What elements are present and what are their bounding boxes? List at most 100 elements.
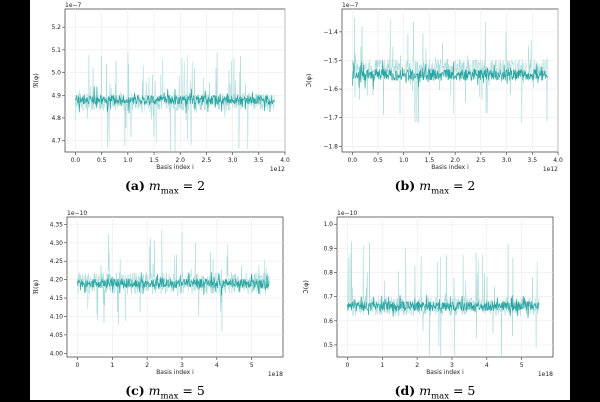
plot-c-ytick-label: 4.10 — [50, 313, 64, 320]
plot-d-ytick-label: 0.9 — [323, 245, 333, 252]
plot-a-ylabel: ℜ(φ) — [32, 73, 40, 88]
caption-b-var: m — [419, 178, 432, 193]
plot-d-ytick-label: 0.6 — [323, 318, 333, 325]
plot-b-xtick-label: 1.0 — [399, 157, 409, 164]
plot-d-y-offset: 1e−10 — [337, 210, 357, 217]
plot-b-xtick-label: 2.5 — [476, 157, 486, 164]
plot-b-ylabel: ℑ(φ) — [305, 74, 313, 88]
caption-b: (b) mmax = 2 — [300, 178, 570, 197]
plot-a-y-offset: 1e−7 — [65, 2, 82, 9]
plot-a-ytick-label: 5.2 — [51, 24, 61, 31]
caption-b-eq: = 2 — [448, 178, 476, 193]
caption-d-var: m — [419, 383, 432, 398]
plot-a-ytick-label: 4.8 — [51, 115, 61, 122]
caption-d: (d) mmax = 5 — [300, 383, 570, 402]
plot-b-xtick-label: 3.5 — [528, 157, 538, 164]
caption-b-sub: max — [431, 186, 449, 197]
plot-b-xtick-label: 1.5 — [425, 157, 435, 164]
caption-a-var: m — [148, 178, 161, 193]
plot-c-ytick-label: 4.15 — [50, 295, 64, 302]
plot-c-xtick-label: 4 — [215, 362, 219, 369]
plot-a-x-offset: 1e12 — [270, 166, 285, 173]
plot-b-ytick-label: −1.8 — [323, 143, 338, 150]
plot-a-xtick-label: 3.0 — [228, 157, 238, 164]
plot-b-ytick-label: −1.5 — [323, 57, 338, 64]
plot-a-xtick-label: 4.0 — [280, 157, 290, 164]
plot-c-xtick-label: 0 — [76, 362, 80, 369]
caption-c-eq: = 5 — [178, 383, 205, 398]
caption-b-label: (b) — [394, 178, 416, 193]
plot-c-xlabel: Basis index i — [156, 369, 194, 376]
plot-a-series-dark — [75, 86, 275, 114]
plot-c-ytick-label: 4.05 — [50, 332, 64, 339]
plot-d-ylabel: ℑ(φ) — [302, 280, 310, 294]
plot-d-xtick-label: 2 — [415, 362, 419, 369]
plot-c-ytick-label: 4.20 — [50, 277, 64, 284]
plot-b-ytick-label: −1.7 — [323, 115, 338, 122]
plot-d-ytick-label: 1.0 — [323, 221, 333, 228]
plot-a-ytick-label: 5.1 — [51, 47, 61, 54]
caption-a-sub: max — [160, 186, 179, 197]
plot-a-xtick-label: 1.5 — [149, 157, 159, 164]
plot-a-xtick-label: 2.0 — [175, 157, 185, 164]
plot-b-ytick-label: −1.6 — [323, 86, 338, 93]
plot-c-xtick-label: 1 — [110, 362, 114, 369]
plot-d-xtick-label: 3 — [450, 362, 454, 369]
plot-b-xtick-label: 3.0 — [502, 157, 512, 164]
plot-c-x-offset: 1e18 — [268, 371, 283, 378]
plot-b-xtick-label: 4.0 — [553, 157, 563, 164]
plot-d-series-dark — [347, 294, 540, 319]
plot-b-xtick-label: 2.0 — [450, 157, 460, 164]
plot-d-xlabel: Basis index i — [426, 369, 464, 376]
caption-c-label: (c) — [125, 383, 145, 398]
caption-c: (c) mmax = 5 — [30, 383, 300, 402]
plot-a-ytick-label: 4.9 — [51, 92, 61, 99]
plot-b-xtick-label: 0.0 — [348, 157, 358, 164]
plot-c-ylabel: ℜ(φ) — [32, 280, 40, 295]
plot-b-xtick-label: 0.5 — [373, 157, 383, 164]
plot-d-xtick-label: 1 — [380, 362, 384, 369]
plot-a-xtick-label: 2.5 — [202, 157, 212, 164]
plot-a-ytick-label: 5.0 — [51, 70, 61, 77]
plot-d-xtick-label: 5 — [520, 362, 524, 369]
plot-c-series-dark — [77, 271, 270, 296]
plot-c: 0 1 2 3 4 54.004.054.104.154.204.254.304.351e… — [32, 210, 284, 378]
figure-page: 0.0 0.5 1.0 1.5 2.0 2.5 3.0 3.5 4.0 4.7 4.8 4.9 5.0 5… — [30, 0, 570, 402]
plot-d-frame — [336, 216, 554, 358]
plot-d-ytick-label: 0.5 — [323, 342, 333, 349]
plot-a-ytick-label: 4.7 — [51, 138, 61, 145]
plot-b-ytick-label: −1.4 — [323, 29, 338, 36]
plot-d-xtick-label: 0 — [346, 362, 350, 369]
plot-b-series-dark — [351, 60, 549, 89]
caption-a-label: (a) — [124, 178, 145, 193]
plot-a-xtick-label: 0.5 — [97, 157, 107, 164]
plot-b-x-offset: 1e12 — [543, 166, 558, 173]
plot-c-ytick-label: 4.30 — [50, 240, 64, 247]
caption-d-eq: = 5 — [448, 383, 476, 398]
plot-d-ytick-label: 0.8 — [323, 270, 333, 277]
plot-c-ytick-label: 4.25 — [50, 258, 64, 265]
caption-d-sub: max — [431, 391, 449, 402]
plot-c-xtick-label: 5 — [250, 362, 254, 369]
plot-d-ytick-label: 0.7 — [323, 294, 333, 301]
plot-b: 0.0 0.5 1.0 1.5 2.0 2.5 3.0 3.5 4.0 −1.8 −1.7 −1.6 −… — [305, 2, 563, 173]
plot-d-x-offset: 1e18 — [538, 371, 553, 378]
caption-c-sub: max — [160, 391, 179, 402]
plot-a-xtick-label: 3.5 — [254, 157, 264, 164]
plot-c-xtick-label: 2 — [145, 362, 149, 369]
plot-d: 0 1 2 3 4 5 0.5 0.6 0.7 0.8 0.9 1.0 1e−10 1e18 Basis i… — [302, 210, 554, 378]
caption-d-label: (d) — [394, 383, 416, 398]
plot-c-xtick-label: 3 — [180, 362, 184, 369]
plot-b-series-light — [352, 17, 548, 124]
plot-a: 0.0 0.5 1.0 1.5 2.0 2.5 3.0 3.5 4.0 4.7 4.8 4.9 5.0 5… — [32, 2, 290, 173]
caption-c-var: m — [148, 383, 161, 398]
plot-a-xlabel: Basis index i — [156, 164, 194, 171]
plot-c-ytick-label: 4.00 — [50, 350, 64, 357]
plot-a-xtick-label: 0.0 — [71, 157, 81, 164]
caption-a-eq: = 2 — [178, 178, 206, 193]
plot-c-ytick-label: 4.35 — [50, 221, 64, 228]
plot-d-xtick-label: 4 — [485, 362, 489, 369]
plot-b-y-offset: 1e−7 — [342, 2, 359, 9]
plot-c-y-offset: 1e−10 — [67, 210, 87, 217]
caption-a: (a) mmax = 2 — [30, 178, 300, 197]
